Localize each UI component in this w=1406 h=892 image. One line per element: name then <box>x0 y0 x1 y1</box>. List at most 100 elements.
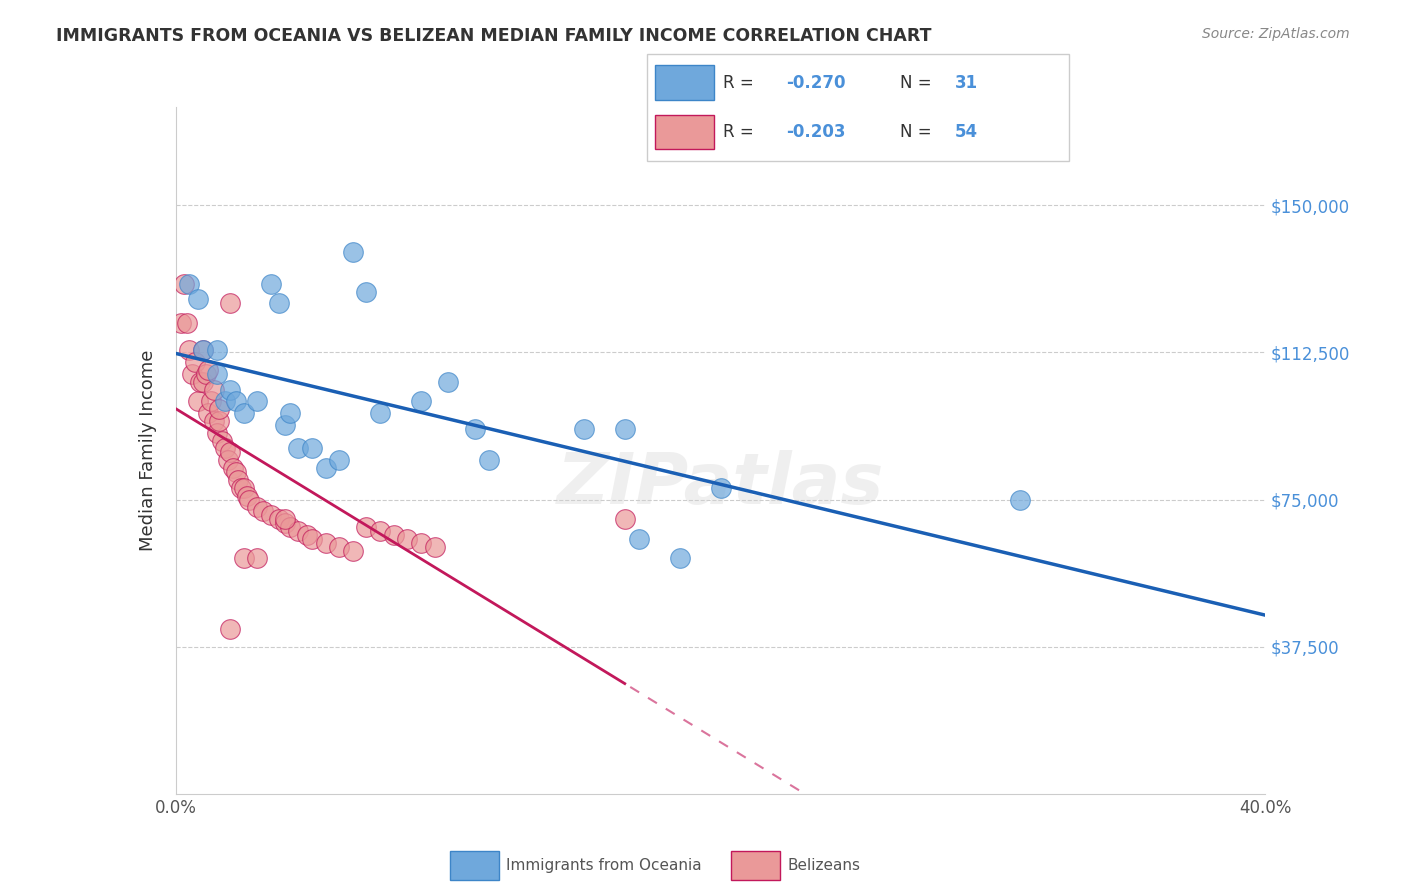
Point <box>287 524 309 538</box>
Point <box>437 375 460 389</box>
Text: Immigrants from Oceania: Immigrants from Oceania <box>506 858 702 872</box>
Point <box>342 245 364 260</box>
Text: ZIPatlas: ZIPatlas <box>557 450 884 519</box>
FancyBboxPatch shape <box>655 65 714 100</box>
Text: N =: N = <box>900 123 936 141</box>
Point <box>232 406 254 420</box>
Point <box>356 285 378 299</box>
Point <box>219 296 242 310</box>
Point <box>205 425 228 440</box>
Point <box>191 343 214 358</box>
Point <box>231 481 253 495</box>
Point <box>278 406 301 420</box>
Point <box>186 293 209 307</box>
Point <box>614 512 637 526</box>
Point <box>208 414 231 428</box>
Point <box>396 532 419 546</box>
Point <box>232 481 254 495</box>
Point <box>368 524 391 538</box>
Point <box>260 508 283 523</box>
Text: -0.270: -0.270 <box>786 75 845 93</box>
Point <box>278 520 301 534</box>
Text: -0.203: -0.203 <box>786 123 845 141</box>
Point <box>179 343 201 358</box>
Point <box>186 394 209 409</box>
Point <box>200 394 222 409</box>
Point <box>176 316 198 330</box>
Point <box>328 540 350 554</box>
Point <box>274 516 297 530</box>
Point <box>710 481 733 495</box>
Point <box>627 532 650 546</box>
Point <box>252 504 274 518</box>
Point <box>202 414 225 428</box>
Point <box>188 375 211 389</box>
Point <box>194 367 217 381</box>
Text: 31: 31 <box>955 75 977 93</box>
Point <box>181 367 204 381</box>
Text: N =: N = <box>900 75 936 93</box>
FancyBboxPatch shape <box>731 851 780 880</box>
Point <box>202 383 225 397</box>
Point <box>368 406 391 420</box>
Point <box>409 535 432 549</box>
Point <box>191 343 214 358</box>
FancyBboxPatch shape <box>647 54 1069 161</box>
Text: Source: ZipAtlas.com: Source: ZipAtlas.com <box>1202 27 1350 41</box>
Point <box>197 406 219 420</box>
Text: IMMIGRANTS FROM OCEANIA VS BELIZEAN MEDIAN FAMILY INCOME CORRELATION CHART: IMMIGRANTS FROM OCEANIA VS BELIZEAN MEDI… <box>56 27 932 45</box>
Point <box>170 316 193 330</box>
Point <box>409 394 432 409</box>
Point <box>260 277 283 291</box>
Point <box>219 622 242 636</box>
Point <box>225 465 247 479</box>
Point <box>184 355 207 369</box>
Point <box>269 512 291 526</box>
Point <box>301 532 323 546</box>
Point <box>315 535 337 549</box>
Point <box>219 445 242 459</box>
Point <box>382 528 405 542</box>
Point <box>208 402 231 417</box>
Point <box>246 500 269 515</box>
Point <box>228 473 250 487</box>
FancyBboxPatch shape <box>655 114 714 149</box>
Point <box>478 453 501 467</box>
Point <box>235 489 257 503</box>
Point <box>246 551 269 566</box>
Point <box>205 367 228 381</box>
Point <box>295 528 318 542</box>
Point <box>574 422 596 436</box>
Text: 54: 54 <box>955 123 977 141</box>
Point <box>1010 492 1032 507</box>
Point <box>219 383 242 397</box>
Point <box>191 375 214 389</box>
Point <box>246 394 269 409</box>
Point <box>214 442 236 456</box>
Point <box>342 543 364 558</box>
Point <box>179 277 201 291</box>
Point <box>301 442 323 456</box>
Point <box>225 394 247 409</box>
Point <box>464 422 486 436</box>
Point <box>328 453 350 467</box>
Point <box>614 422 637 436</box>
Point <box>214 394 236 409</box>
Y-axis label: Median Family Income: Median Family Income <box>139 350 157 551</box>
Point <box>211 434 233 448</box>
Point <box>269 296 291 310</box>
Point <box>232 551 254 566</box>
Point <box>356 520 378 534</box>
Point <box>274 512 297 526</box>
Point <box>197 363 219 377</box>
Point <box>274 417 297 432</box>
Point <box>238 492 260 507</box>
Point <box>315 461 337 475</box>
Text: Belizeans: Belizeans <box>787 858 860 872</box>
Point <box>205 343 228 358</box>
Point <box>423 540 446 554</box>
Point <box>668 551 690 566</box>
FancyBboxPatch shape <box>450 851 499 880</box>
Point <box>173 277 195 291</box>
Point <box>222 461 245 475</box>
